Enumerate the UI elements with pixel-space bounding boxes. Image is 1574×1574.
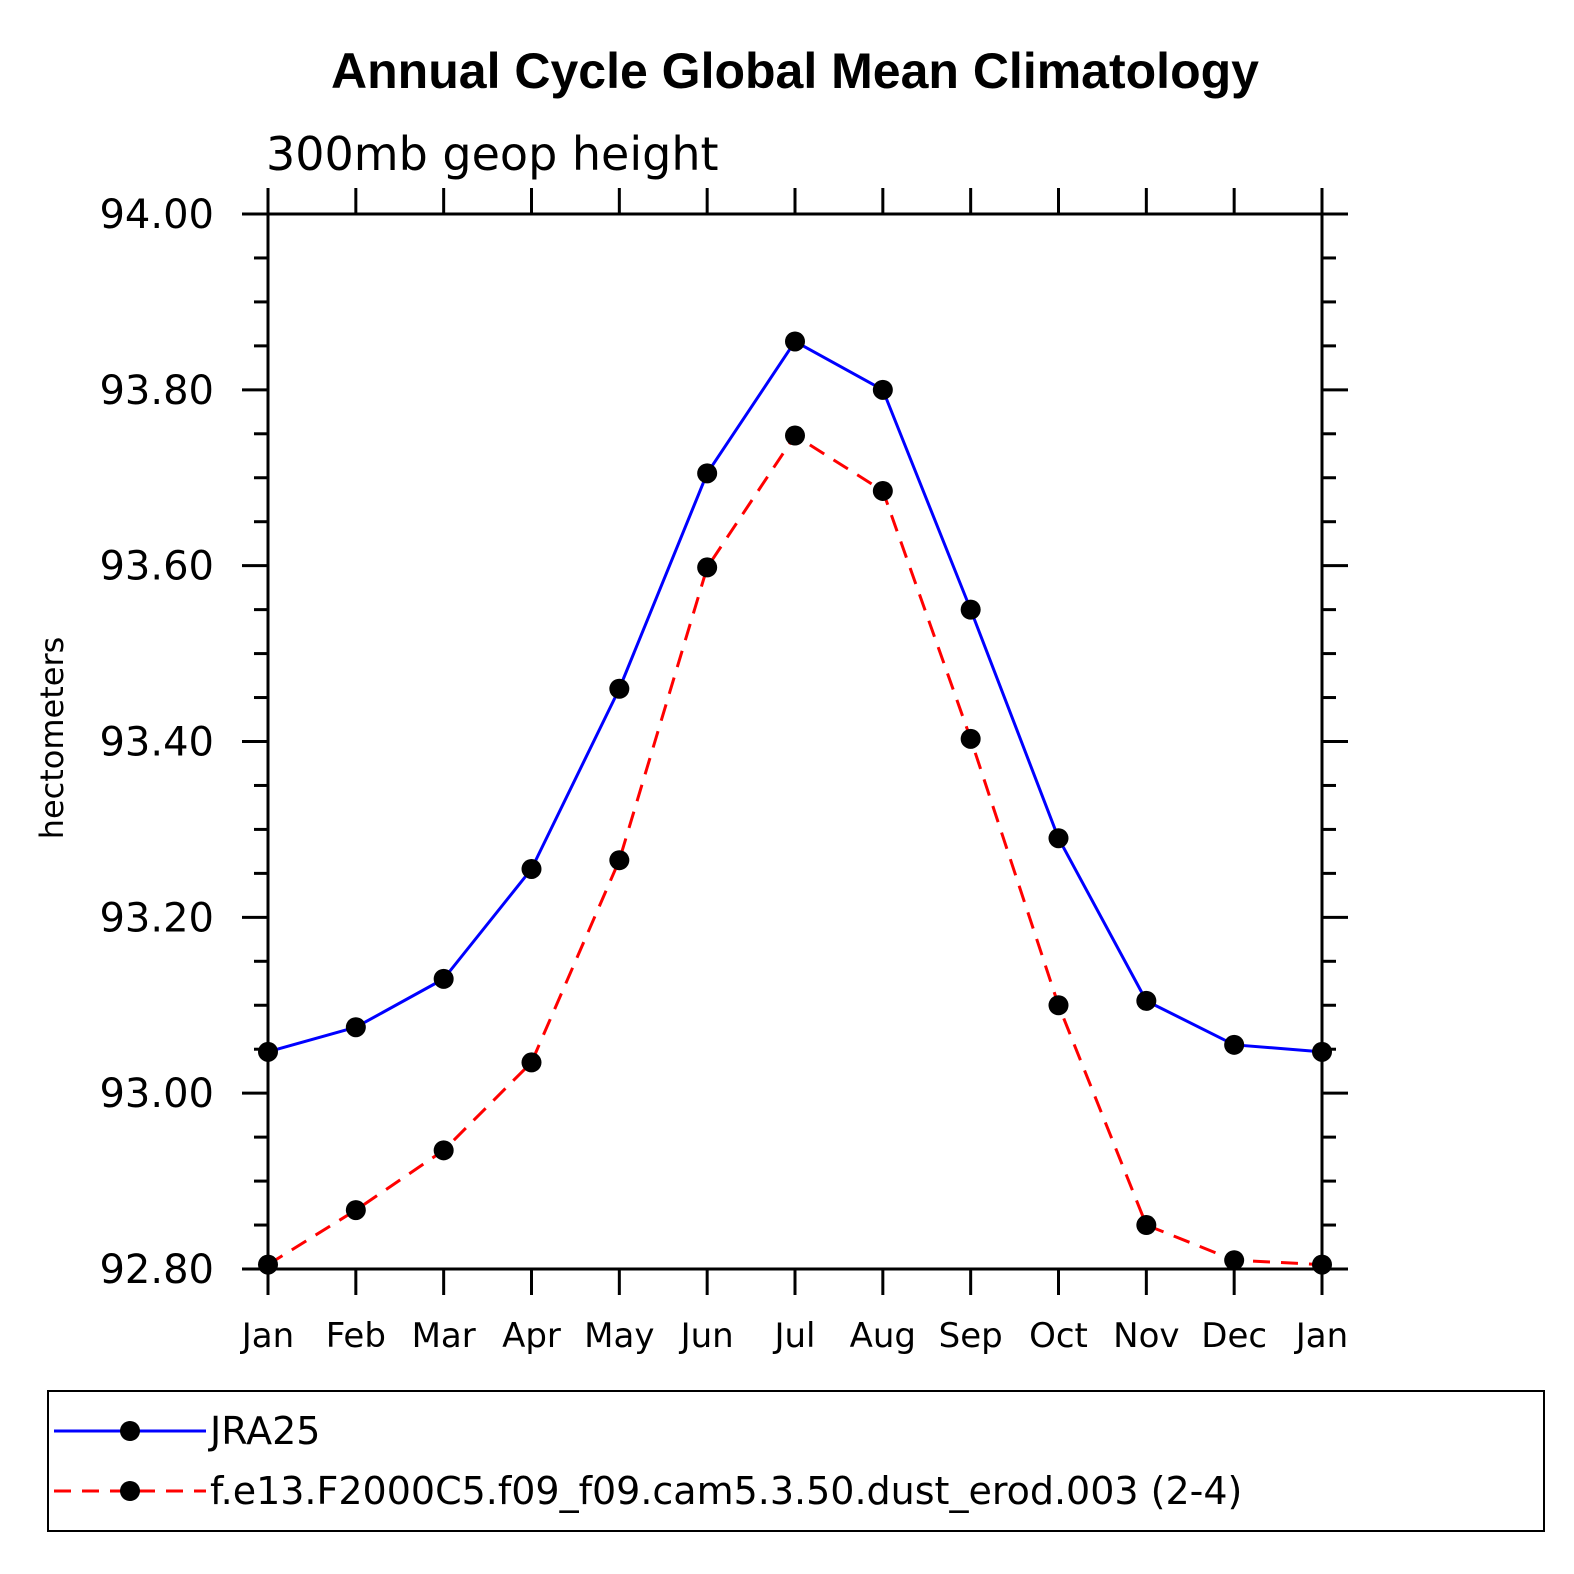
x-tick-label: Oct [1029, 1316, 1088, 1356]
axis-ticks [242, 188, 1348, 1295]
data-point-series-0 [960, 599, 981, 620]
legend-marker-jra25 [120, 1421, 140, 1441]
data-point-series-0 [697, 463, 718, 484]
legend-label-model: f.e13.F2000C5.f09_f09.cam5.3.50.dust_ero… [210, 1469, 1242, 1513]
x-tick-label: Jan [1294, 1316, 1348, 1356]
series-line-0 [267, 339, 1323, 1054]
data-point-series-0 [609, 678, 630, 699]
data-point-series-1 [697, 557, 718, 578]
x-tick-labels: Jan Feb Mar Apr May Jun Jul Aug Sep Oct Nov Dec Jan [240, 1316, 1348, 1356]
data-point-series-1 [521, 1052, 542, 1073]
y-tick-label: 93.00 [99, 1071, 214, 1117]
data-point-series-1 [433, 1140, 454, 1161]
y-tick-label: 93.60 [99, 544, 214, 590]
x-tick-label: Dec [1201, 1316, 1267, 1356]
data-point-series-1 [609, 850, 630, 871]
x-tick-label: Jun [679, 1316, 734, 1356]
y-tick-label: 93.20 [99, 895, 214, 941]
x-tick-label: Sep [939, 1316, 1003, 1356]
x-tick-label: Nov [1113, 1316, 1179, 1356]
data-point-series-0 [1048, 828, 1069, 849]
x-tick-label: Jan [240, 1316, 294, 1356]
x-tick-label: Feb [326, 1316, 386, 1356]
y-tick-label: 92.80 [99, 1247, 214, 1293]
data-point-series-0 [785, 331, 805, 352]
y-tick-labels: 92.80 93.00 93.20 93.40 93.60 93.80 94.00 [99, 192, 214, 1293]
data-point-series-1 [785, 425, 805, 446]
y-tick-label: 93.40 [99, 720, 214, 766]
x-tick-label: Mar [412, 1316, 476, 1356]
series-layer [258, 331, 1332, 1275]
data-point-series-0 [872, 379, 893, 400]
data-point-series-1 [1224, 1250, 1245, 1271]
x-tick-label: Apr [502, 1316, 561, 1356]
y-axis-label: hectometers [33, 637, 71, 840]
legend-label-jra25: JRA25 [208, 1409, 320, 1453]
legend: JRA25 f.e13.F2000C5.f09_f09.cam5.3.50.du… [47, 1390, 1545, 1532]
legend-box [47, 1390, 1545, 1532]
data-point-series-1 [345, 1200, 366, 1221]
data-point-series-1 [1136, 1215, 1157, 1236]
data-point-series-1 [1048, 995, 1069, 1016]
y-tick-label: 93.80 [99, 368, 214, 414]
plot-frame [266, 212, 1324, 1271]
legend-marker-model [120, 1481, 140, 1501]
y-tick-label: 94.00 [99, 192, 214, 238]
series-line-1 [267, 434, 1323, 1267]
chart-title: Annual Cycle Global Mean Climatology [331, 43, 1259, 99]
data-point-series-1 [872, 480, 893, 501]
data-point-series-0 [345, 1017, 366, 1038]
data-point-series-0 [1224, 1034, 1245, 1055]
x-tick-label: May [584, 1316, 654, 1356]
x-tick-label: Aug [850, 1316, 916, 1356]
data-point-series-0 [521, 858, 542, 879]
chart-subtitle: 300mb geop height [266, 127, 719, 181]
data-point-series-0 [1136, 990, 1157, 1011]
data-point-series-0 [433, 968, 454, 989]
x-tick-label: Jul [772, 1316, 815, 1356]
data-point-series-1 [960, 728, 981, 749]
